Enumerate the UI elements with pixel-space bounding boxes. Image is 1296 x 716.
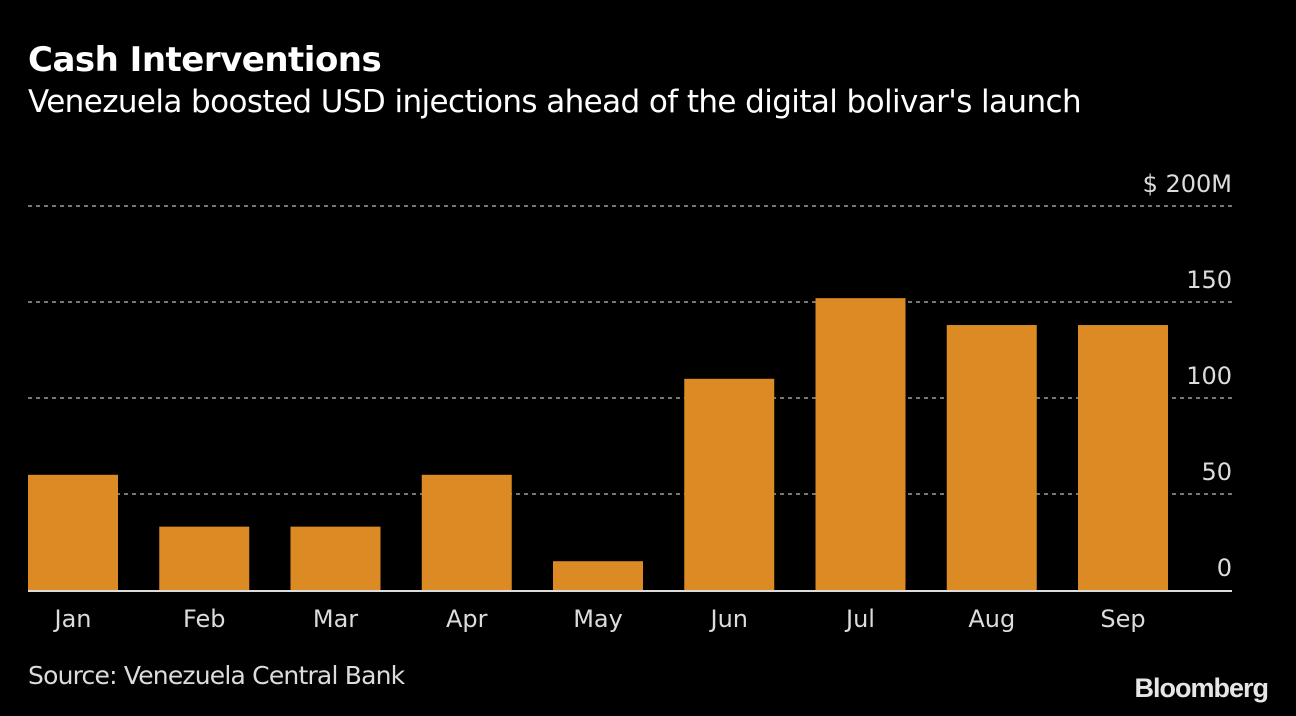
x-tick-label: Jul <box>844 605 875 633</box>
x-axis-ticks: Jan Feb Mar Apr May Jun Jul Aug Sep <box>53 605 1146 633</box>
x-tick-label: Apr <box>446 605 488 633</box>
bar-apr <box>421 474 512 590</box>
y-tick-label: $ 200M <box>1143 170 1232 198</box>
x-tick-label: May <box>573 605 623 633</box>
x-tick-label: Jan <box>53 605 92 633</box>
bar-mar <box>290 526 381 590</box>
bar-jan <box>28 474 118 590</box>
x-tick-label: Sep <box>1100 605 1145 633</box>
bar-aug <box>946 325 1037 590</box>
x-tick-label: Feb <box>183 605 226 633</box>
chart-title: Cash Interventions <box>28 40 382 80</box>
y-tick-label: 50 <box>1201 458 1232 486</box>
bar-may <box>553 561 643 590</box>
chart-subtitle: Venezuela boosted USD injections ahead o… <box>28 84 1082 120</box>
x-tick-label: Jun <box>709 605 749 633</box>
bar-jun <box>684 378 775 590</box>
y-axis-ticks: 0 50 100 150 $ 200M <box>1143 170 1232 582</box>
x-tick-label: Aug <box>968 605 1015 633</box>
y-tick-label: 150 <box>1186 266 1232 294</box>
bar-jul <box>815 298 906 590</box>
bars <box>28 298 1168 590</box>
bloomberg-logo: Bloomberg <box>1134 673 1269 703</box>
source-note: Source: Venezuela Central Bank <box>28 661 405 690</box>
y-tick-label: 0 <box>1217 554 1232 582</box>
x-tick-label: Mar <box>313 605 358 633</box>
y-tick-label: 100 <box>1186 362 1232 390</box>
bar-feb <box>159 526 250 590</box>
bar-sep <box>1078 325 1168 590</box>
gridlines <box>28 205 1232 495</box>
